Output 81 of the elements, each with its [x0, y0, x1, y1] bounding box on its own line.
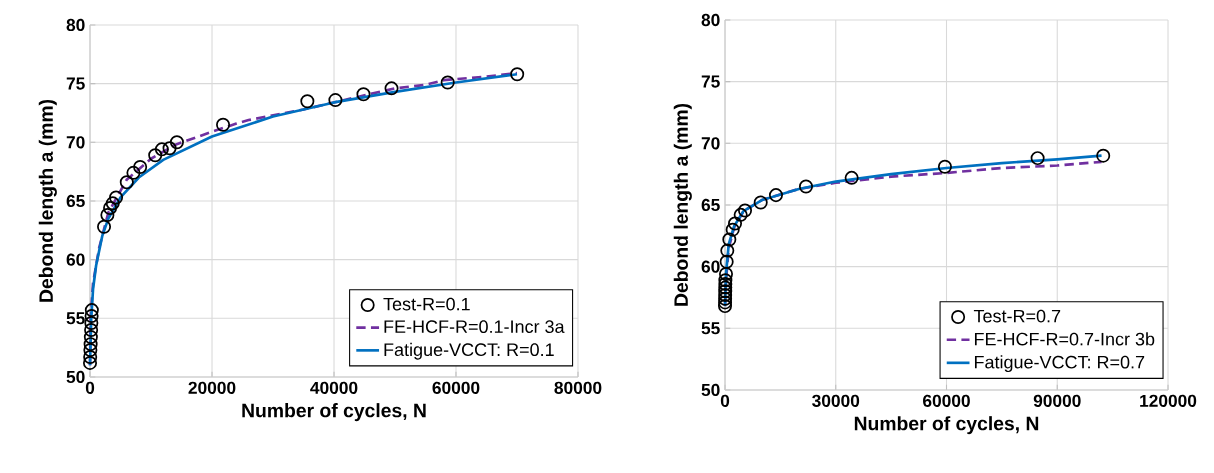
y-tick-label: 80: [66, 18, 85, 32]
point: [169, 135, 184, 150]
x-tick-label: 120000: [1140, 394, 1197, 407]
x-tick-label: 90000: [1033, 394, 1081, 407]
legend-label: FE-HCF-R=0.7-Incr 3b: [974, 332, 1155, 346]
point: [725, 222, 740, 237]
point: [440, 75, 455, 90]
y-tick-label: 55: [701, 322, 720, 335]
x-tick-label: 60000: [432, 381, 480, 394]
point: [83, 337, 98, 352]
point: [216, 117, 231, 132]
point: [126, 165, 141, 180]
y-tick-label: 75: [66, 77, 85, 90]
y-tick-label: 60: [66, 253, 85, 266]
point: [84, 323, 99, 338]
point: [719, 254, 734, 269]
y-tick-label: 50: [701, 383, 720, 397]
point: [162, 141, 177, 156]
point: [1030, 151, 1045, 166]
point: [384, 81, 399, 96]
point: [109, 190, 124, 205]
point: [105, 196, 120, 211]
y-tick-label: 60: [701, 260, 720, 273]
x-tick-label: 20000: [188, 381, 236, 394]
point: [83, 355, 98, 370]
point: [148, 148, 163, 163]
legend-label: Test-R=0.7: [973, 309, 1061, 323]
point: [83, 330, 98, 345]
x-tick-label: 0: [85, 381, 95, 394]
x-tick-label: 80000: [554, 381, 602, 394]
y-tick-label: 75: [701, 75, 720, 88]
y-tick-label: 65: [701, 198, 720, 212]
y-tick-label: 50: [66, 370, 85, 384]
point: [718, 284, 733, 299]
y-tick-label: 80: [701, 13, 720, 27]
x-tick-label: 40000: [310, 381, 358, 394]
y-tick-label: 70: [701, 137, 720, 150]
legend-label: FE-HCF-R=0.1-Incr 3a: [384, 320, 565, 334]
y-tick-label: 65: [66, 194, 85, 208]
point: [844, 170, 859, 185]
point: [798, 179, 813, 194]
point: [119, 175, 134, 190]
point: [83, 343, 98, 357]
point: [722, 232, 737, 247]
point: [84, 316, 99, 331]
point: [300, 94, 315, 109]
point: [97, 219, 112, 234]
point: [719, 267, 733, 282]
point: [100, 208, 115, 223]
point: [84, 308, 99, 323]
point: [154, 142, 169, 157]
point: [728, 216, 743, 231]
x-tick-label: 30000: [812, 394, 860, 407]
point: [718, 295, 733, 310]
point: [356, 87, 371, 102]
legend-label: Test-R=0.1: [383, 297, 470, 311]
point: [720, 243, 735, 258]
x-tick-label: 0: [720, 394, 730, 407]
x-tick-label: 60000: [923, 394, 970, 407]
point: [328, 93, 343, 108]
point: [103, 201, 118, 216]
legend-label: Fatigue-VCCT: R=0.1: [384, 342, 554, 360]
point: [768, 188, 783, 203]
point: [738, 203, 753, 218]
point: [84, 303, 99, 318]
point: [133, 159, 148, 174]
point: [83, 350, 98, 365]
point: [718, 280, 733, 295]
y-axis-title: Debond length a (mm): [673, 103, 692, 306]
y-tick-label: 70: [66, 136, 85, 149]
legend-label: Fatigue-VCCT: R=0.7: [974, 355, 1145, 373]
point: [733, 207, 748, 222]
y-tick-label: 55: [66, 312, 85, 325]
point: [1096, 148, 1111, 163]
x-axis-title: Number of cycles, N: [242, 403, 426, 422]
point: [937, 159, 952, 174]
y-axis-title: Debond length a (mm): [38, 99, 57, 302]
point: [510, 67, 525, 82]
point: [718, 299, 733, 314]
point: [753, 195, 768, 210]
x-axis-title: Number of cycles, N: [854, 416, 1039, 435]
